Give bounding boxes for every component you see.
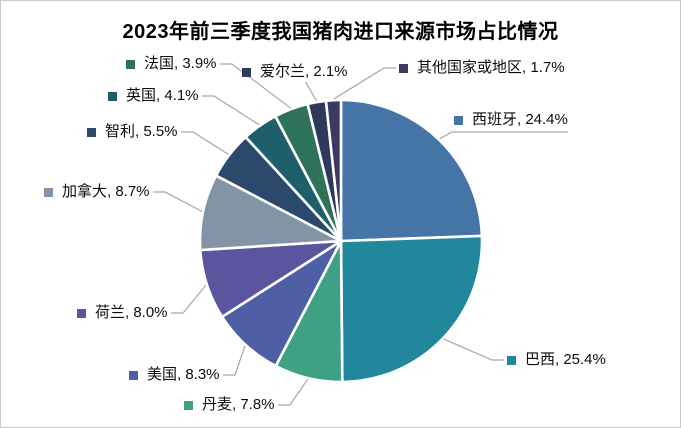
pie-label-spain: 西班牙, 24.4% [454, 111, 568, 129]
pie-label-text: 丹麦, 7.8% [202, 396, 275, 413]
legend-marker [87, 127, 96, 137]
leader-line-france [220, 63, 292, 109]
leader-line-netherlands [171, 284, 207, 314]
pie-label-text: 其他国家或地区, 1.7% [417, 59, 565, 76]
pie-slice-others [324, 98, 343, 243]
chart-title: 2023年前三季度我国猪肉进口来源市场占比情况 [122, 21, 559, 43]
leader-line-ireland [305, 81, 318, 102]
leader-line-chile [181, 131, 229, 155]
leader-line-canada [153, 191, 203, 213]
pie-label-netherlands: 荷兰, 8.0% [77, 304, 168, 322]
pie-label-brazil: 巴西, 25.4% [507, 351, 606, 369]
pie-slice-spain [339, 98, 484, 243]
pie-label-usa: 美国, 8.3% [129, 366, 220, 384]
pie-label-uk: 英国, 4.1% [108, 87, 199, 105]
pie-label-text: 加拿大, 8.7% [62, 183, 150, 200]
legend-marker [108, 91, 117, 101]
pie-label-text: 爱尔兰, 2.1% [260, 63, 348, 80]
leader-line-spain [439, 131, 568, 140]
pie-label-canada: 加拿大, 8.7% [44, 183, 150, 201]
legend-marker [399, 63, 408, 73]
pie-label-ireland: 爱尔兰, 2.1% [242, 63, 348, 81]
pie-label-france: 法国, 3.9% [126, 55, 217, 73]
legend-marker [242, 67, 251, 77]
pie-label-chile: 智利, 5.5% [87, 123, 178, 141]
legend-marker [184, 400, 193, 410]
pie-label-text: 法国, 3.9% [144, 55, 217, 72]
legend-marker [129, 370, 138, 380]
leader-line-usa [223, 345, 246, 376]
pie-label-text: 西班牙, 24.4% [472, 111, 568, 128]
leader-line-brazil [443, 338, 504, 361]
pie-label-text: 美国, 8.3% [147, 366, 220, 383]
legend-marker [507, 355, 516, 365]
legend-marker [454, 115, 463, 125]
pie-label-denmark: 丹麦, 7.8% [184, 396, 275, 414]
pie-slice-brazil [339, 234, 484, 384]
pie-label-text: 巴西, 25.4% [525, 351, 606, 368]
legend-marker [126, 59, 135, 69]
pie-label-others: 其他国家或地区, 1.7% [399, 59, 565, 77]
leader-line-uk [202, 95, 260, 126]
pie-label-text: 英国, 4.1% [126, 87, 199, 104]
leader-line-denmark [278, 378, 309, 406]
leader-line-others [333, 67, 396, 100]
legend-marker [44, 187, 53, 197]
pie-label-text: 荷兰, 8.0% [95, 304, 168, 321]
legend-marker [77, 308, 86, 318]
pie-label-text: 智利, 5.5% [105, 123, 178, 140]
